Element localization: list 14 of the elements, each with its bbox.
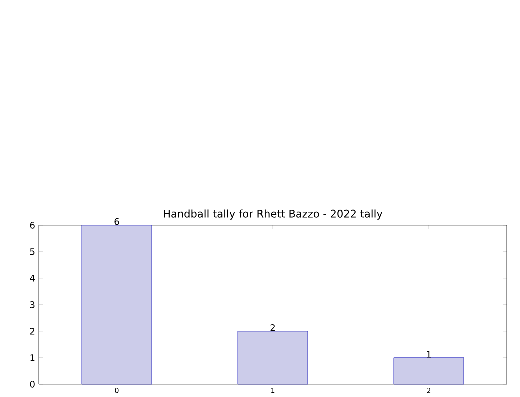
data-label: 1 — [427, 351, 432, 358]
data-label: 6 — [114, 218, 120, 226]
y-tick-label: 6 — [30, 222, 35, 230]
y-tick-label: 2 — [30, 328, 35, 335]
bar — [82, 225, 152, 385]
y-tick-label: 0 — [30, 381, 35, 388]
y-tick-label: 3 — [30, 302, 35, 309]
y-tick-label: 5 — [30, 248, 35, 256]
y-tick-label: 1 — [30, 354, 35, 362]
data-label: 2 — [270, 324, 275, 332]
bar — [394, 358, 464, 385]
y-tick-label: 4 — [30, 275, 35, 282]
chart-title: Handball tally for Rhett Bazzo - 2022 tally — [164, 210, 383, 220]
bar — [238, 331, 308, 385]
